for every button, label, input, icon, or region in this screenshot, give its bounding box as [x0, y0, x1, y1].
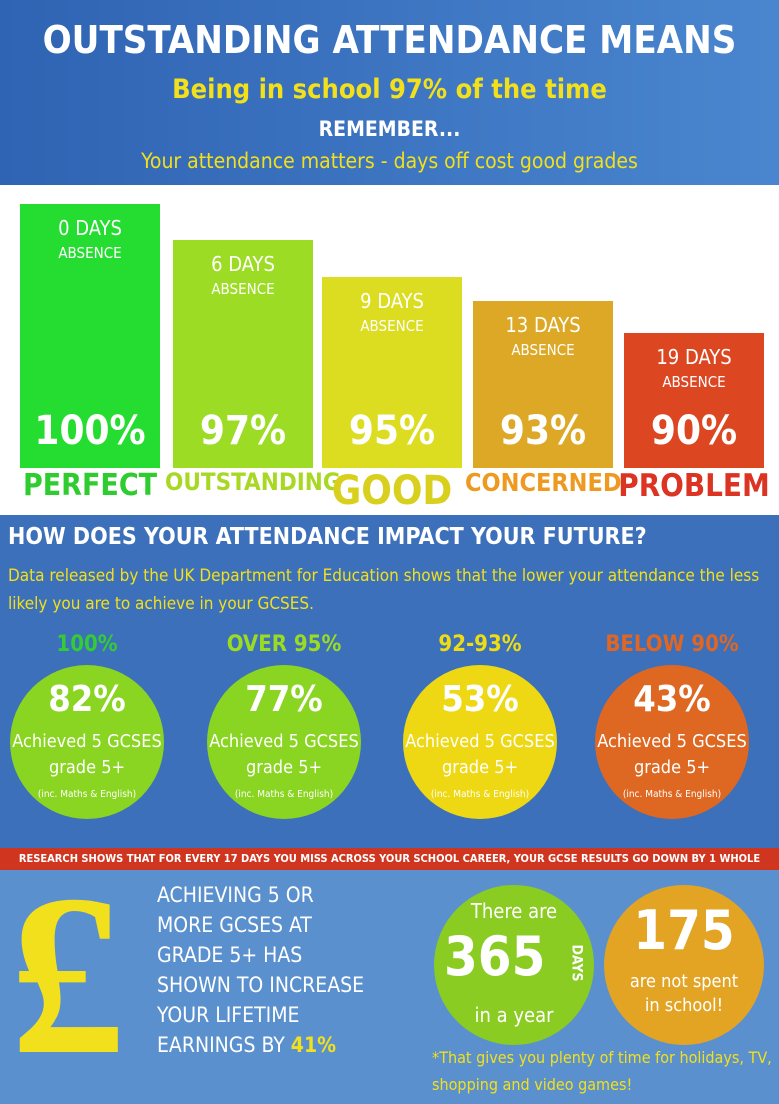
- year-top: There are: [470, 899, 558, 923]
- year-bottom: in a year: [474, 1003, 554, 1027]
- group-line: Achieved 5 GCSES: [405, 731, 555, 752]
- subtitle: Being in school 97% of the time: [172, 74, 607, 105]
- bar-days: 6 DAYS: [211, 252, 275, 276]
- earnings-highlight: 41%: [290, 1033, 337, 1057]
- group-note: (inc. Maths & English): [234, 789, 334, 800]
- group-heading: 100%: [56, 632, 118, 657]
- earnings-line: SHOWN TO INCREASE: [157, 973, 365, 997]
- group-heading: OVER 95%: [226, 632, 342, 657]
- bar-absence: ABSENCE: [211, 280, 275, 298]
- pound-symbol: £: [10, 847, 125, 1102]
- bar-label: PROBLEM: [618, 468, 770, 504]
- bar-absence: ABSENCE: [360, 317, 424, 335]
- group-percent: 77%: [245, 679, 323, 720]
- impact-title: HOW DOES YOUR ATTENDANCE IMPACT YOUR FUT…: [8, 524, 647, 550]
- group-note: (inc. Maths & English): [622, 789, 722, 800]
- bar-label: GOOD: [331, 468, 453, 514]
- bar: 6 DAYS ABSENCE 97%: [173, 240, 313, 468]
- year-number: 365: [444, 925, 546, 988]
- tagline: Your attendance matters - days off cost …: [141, 149, 638, 173]
- group-percent: 82%: [48, 679, 126, 720]
- group-heading: BELOW 90%: [605, 632, 739, 657]
- group-percent: 53%: [441, 679, 519, 720]
- bar-label: PERFECT: [22, 468, 158, 503]
- bar-percent: 93%: [499, 408, 587, 454]
- group-line: grade 5+: [48, 757, 126, 778]
- bar-percent: 95%: [348, 408, 436, 454]
- group-circle: 43% Achieved 5 GCSES grade 5+ (inc. Maths &…: [595, 665, 749, 819]
- bar-absence: ABSENCE: [662, 373, 726, 391]
- earnings-text: ACHIEVING 5 OR MORE GCSES AT GRADE 5+ HAS S…: [157, 880, 364, 1060]
- bar-absence: ABSENCE: [511, 341, 575, 359]
- earnings-line: MORE GCSES AT: [157, 913, 312, 937]
- bar-days: 9 DAYS: [360, 289, 424, 313]
- earnings-line: GRADE 5+ HAS: [157, 943, 303, 967]
- bar-absence: ABSENCE: [58, 244, 122, 262]
- bar-percent: 100%: [34, 408, 146, 454]
- year-unit: DAYS: [568, 944, 585, 982]
- bar: 13 DAYS ABSENCE 93%: [473, 301, 613, 468]
- offdays-number: 175: [633, 899, 735, 962]
- group-line: Achieved 5 GCSES: [209, 731, 359, 752]
- group-percent: 43%: [633, 679, 711, 720]
- group-circle: 77% Achieved 5 GCSES grade 5+ (inc. Maths &…: [207, 665, 361, 819]
- bar-days: 0 DAYS: [58, 216, 122, 240]
- offdays-line: in school!: [644, 995, 724, 1016]
- group-note: (inc. Maths & English): [37, 789, 137, 800]
- title: OUTSTANDING ATTENDANCE MEANS: [42, 18, 737, 62]
- earnings-line: ACHIEVING 5 OR: [157, 883, 314, 907]
- bar-days: 13 DAYS: [505, 313, 581, 337]
- bar-days: 19 DAYS: [656, 345, 732, 369]
- group-line: grade 5+: [441, 757, 519, 778]
- group-circle: 82% Achieved 5 GCSES grade 5+ (inc. Maths &…: [10, 665, 164, 819]
- earnings-line: EARNINGS BY 41%: [157, 1033, 337, 1057]
- group-line: Achieved 5 GCSES: [12, 731, 162, 752]
- group-line: grade 5+: [245, 757, 323, 778]
- bar-label: OUTSTANDING: [165, 468, 341, 496]
- group-heading: 92-93%: [438, 632, 522, 657]
- bar-label: CONCERNED: [465, 468, 622, 497]
- bar: 0 DAYS ABSENCE 100%: [20, 204, 160, 468]
- year-circle: There are 365 DAYS in a year: [434, 885, 594, 1045]
- group-line: grade 5+: [633, 757, 711, 778]
- group-note: (inc. Maths & English): [430, 789, 530, 800]
- offdays-circle: 175 are not spent in school!: [604, 885, 764, 1045]
- bar-percent: 97%: [199, 408, 287, 454]
- group-line: Achieved 5 GCSES: [597, 731, 747, 752]
- impact-text: Data released by the UK Department for E…: [8, 566, 760, 614]
- earnings-line: YOUR LIFETIME: [157, 1003, 300, 1027]
- offdays-line: are not spent: [629, 971, 739, 992]
- remember: REMEMBER...: [318, 117, 461, 141]
- bar-percent: 90%: [650, 408, 738, 454]
- bar: 9 DAYS ABSENCE 95%: [322, 277, 462, 468]
- footnote: *That gives you plenty of time for holid…: [432, 1048, 772, 1094]
- bar: 19 DAYS ABSENCE 90%: [624, 333, 764, 468]
- header-bg: [0, 0, 779, 185]
- group-circle: 53% Achieved 5 GCSES grade 5+ (inc. Maths &…: [403, 665, 557, 819]
